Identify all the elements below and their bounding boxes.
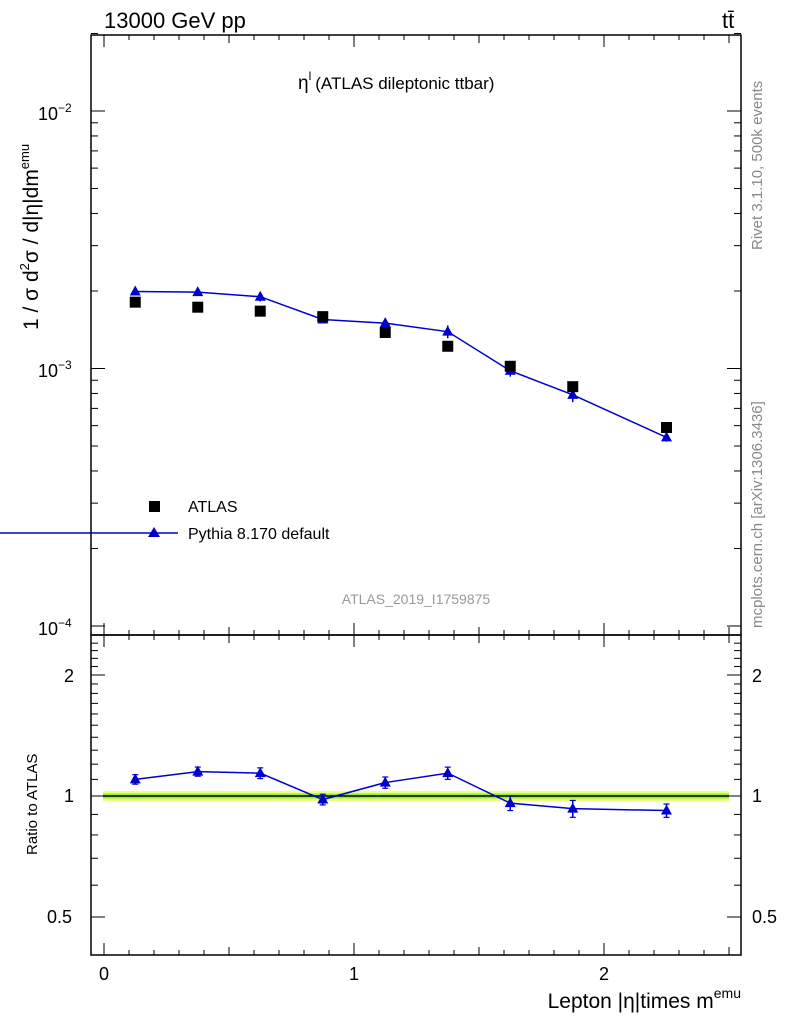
ratio-ytick-label-right: 0.5	[752, 907, 777, 927]
rivet-label: Rivet 3.1.10, 500k events	[749, 81, 766, 250]
title-sup: l	[309, 69, 312, 83]
ratio-point	[192, 765, 204, 776]
main-plot-frame	[90, 34, 742, 636]
xaxis-label-sup: emu	[714, 985, 741, 1001]
atlas-point	[567, 381, 579, 393]
xaxis-label-main: Lepton |η|times m	[548, 990, 714, 1013]
xtick-label: 0	[99, 964, 109, 984]
mc-series-main	[129, 285, 672, 442]
ratio-point	[442, 767, 454, 778]
ratio-ytick-label-left: 2	[64, 666, 74, 686]
atlas-point	[661, 422, 672, 434]
ratio-plot-frame	[90, 634, 742, 956]
energy-label: 13000 GeV pp	[104, 8, 246, 33]
legend-atlas-label: ATLAS	[188, 499, 238, 516]
title-var: η	[298, 73, 309, 94]
ratio-ylabel: Ratio to ATLAS	[24, 754, 41, 855]
ratio-ytick-label-left: 1	[64, 786, 74, 806]
ratio-ytick-label-right: 2	[752, 666, 762, 686]
mc-point	[567, 388, 579, 399]
ratio-plot-ticks	[91, 635, 741, 955]
mc-point	[661, 431, 672, 442]
main-plot-title: ηl (ATLAS dileptonic ttbar)	[298, 69, 494, 94]
ratio-ytick-label-right: 1	[752, 786, 762, 806]
ratio-point	[317, 793, 329, 804]
mc-point	[254, 290, 266, 301]
ylabel-sup-a: 2	[17, 263, 32, 270]
atlas-point	[317, 311, 329, 323]
mcplots-label: mcplots.cern.ch [arXiv:1306.3436]	[749, 401, 766, 628]
atlas-point	[192, 301, 204, 313]
ratio-point	[254, 767, 266, 778]
mc-point	[192, 286, 204, 297]
atlas-point	[254, 305, 266, 317]
xaxis-label: Lepton |η|times memu	[548, 985, 741, 1013]
analysis-id: ATLAS_2019_I1759875	[342, 591, 491, 607]
atlas-point	[442, 340, 454, 352]
mc-line	[135, 290, 667, 439]
mc-series-ratio	[129, 765, 672, 818]
ratio-point	[129, 773, 141, 784]
process-label: tt̄	[722, 8, 734, 33]
legend: ATLAS Pythia 8.170 default	[0, 499, 330, 543]
mc-point	[379, 317, 391, 328]
main-ytick-label: 10−4	[38, 616, 72, 639]
ylabel-part-b: σ / d|η|dm	[20, 169, 43, 263]
mc-point	[129, 285, 141, 296]
ylabel-part-a: 1 / σ d	[20, 270, 43, 330]
title-rest: (ATLAS dileptonic ttbar)	[315, 74, 494, 93]
main-ytick-label: 10−2	[38, 101, 72, 124]
ratio-point	[567, 802, 579, 813]
ratio-point	[504, 797, 516, 808]
atlas-point	[129, 296, 141, 308]
legend-atlas-marker	[149, 501, 160, 512]
atlas-point	[504, 360, 516, 372]
legend-pythia-marker	[148, 527, 160, 537]
xtick-label: 2	[599, 964, 609, 984]
ratio-point	[661, 804, 672, 815]
mc-point	[442, 325, 454, 336]
legend-pythia-label: Pythia 8.170 default	[188, 526, 330, 543]
atlas-point	[379, 326, 391, 338]
main-plot-ticks	[91, 32, 741, 635]
main-ylabel: 1 / σ d2σ / d|η|dmemu	[17, 144, 43, 330]
ylabel-sup-b: emu	[17, 144, 32, 169]
atlas-series-main	[129, 296, 672, 434]
xtick-label: 1	[349, 964, 359, 984]
ratio-point	[379, 776, 391, 787]
main-ytick-label: 10−3	[38, 358, 72, 381]
ratio-reference-band	[103, 790, 729, 802]
ratio-ytick-label-left: 0.5	[47, 907, 72, 927]
